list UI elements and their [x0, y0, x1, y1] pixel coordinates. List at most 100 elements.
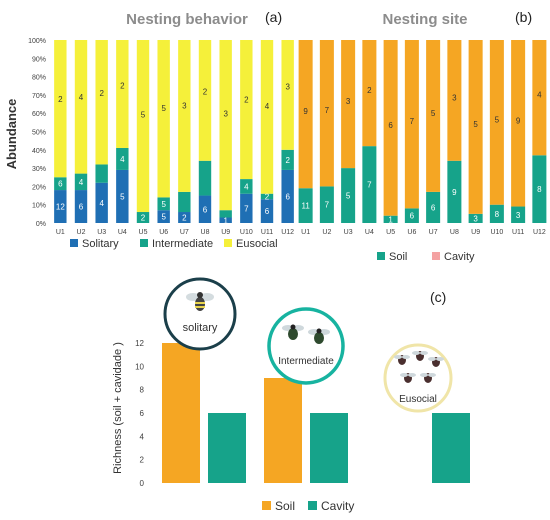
- panel-c-bar-cavity: [310, 413, 348, 483]
- bee-icon: [394, 355, 410, 365]
- panel-b-legend-swatch: [377, 252, 385, 260]
- intermediate-badge-ring: [267, 307, 345, 385]
- panel-a-bar-label: 2: [58, 95, 63, 104]
- panel-b-bar-soil: [362, 146, 377, 223]
- panel-a-bar-label: 5: [141, 110, 146, 119]
- panel-a-ytick: 30%: [32, 166, 46, 173]
- panel-a-bar-eusocial: [198, 40, 212, 161]
- panel-b-bar-cavity: [298, 40, 313, 189]
- panel-a-bar-label: 3: [182, 101, 187, 110]
- solitary-badge-label: solitary: [183, 322, 218, 334]
- panel-b-tag: (b): [515, 9, 532, 25]
- panel-b-bar-label: 8: [537, 185, 542, 194]
- panel-a-bar-intermediate: [219, 210, 232, 218]
- bee-icon: [282, 324, 304, 340]
- panel-a-bar-intermediate: [136, 212, 150, 223]
- panel-b-bar-label: 6: [410, 212, 415, 221]
- panel-a-xtick: U6: [159, 229, 168, 236]
- panel-c-legend-label: Soil: [275, 499, 295, 513]
- panel-a-bar-eusocial: [136, 40, 150, 213]
- panel-a-bar-solitary: [219, 217, 232, 223]
- panel-a-xtick: U8: [201, 229, 210, 236]
- panel-b-bar-soil: [404, 208, 419, 223]
- panel-c-bar-soil: [162, 343, 200, 483]
- panel-a-bar-eusocial: [178, 40, 191, 192]
- panel-a-bar-label: 2: [141, 214, 146, 223]
- panel-a-bar-label: 6: [285, 192, 290, 201]
- panel-b-bar-label: 9: [303, 107, 308, 116]
- panel-a-xtick: U3: [97, 229, 106, 236]
- panel-a-bar-label: 3: [223, 110, 228, 119]
- solitary-badge-ring: [163, 277, 237, 351]
- panel-a-bar-label: 4: [120, 155, 125, 164]
- bee-icon: [308, 328, 330, 344]
- panel-b-bar-cavity: [426, 40, 441, 192]
- panel-a-bar-label: 12: [56, 203, 65, 212]
- panel-a-legend-swatch: [140, 239, 148, 247]
- eusocial-bee-badge: Eusocial: [383, 343, 453, 413]
- panel-a-bar-label: 4: [79, 178, 84, 187]
- panel-a-bar-intermediate: [240, 179, 253, 194]
- panel-a-bar-label: 5: [120, 192, 125, 201]
- panel-c-bar-cavity: [432, 413, 470, 483]
- panel-a-tag: (a): [265, 9, 282, 25]
- panel-b-bar-cavity: [404, 40, 419, 209]
- panel-a-bar-eusocial: [281, 40, 294, 150]
- panel-a-legend-swatch: [70, 239, 78, 247]
- panel-a-legend-label: Eusocial: [236, 238, 278, 250]
- panel-b-bar-label: 6: [431, 203, 436, 212]
- panel-a-xtick: U5: [139, 229, 148, 236]
- panel-c-ytick: 6: [140, 409, 145, 418]
- panel-b-bar-label: 9: [516, 116, 521, 125]
- panel-c-legend-label: Cavity: [321, 499, 354, 513]
- panel-a-ytick: 60%: [32, 111, 46, 118]
- panel-b-xtick: U4: [365, 229, 374, 236]
- panel-a-bar-label: 2: [203, 87, 208, 96]
- panel-b-bar-soil: [341, 168, 356, 223]
- panel-b-bar-soil: [511, 206, 526, 223]
- panel-c-ytick: 2: [140, 456, 145, 465]
- panel-a-bar-solitary: [54, 190, 67, 223]
- panel-a-ytick: 90%: [32, 56, 46, 63]
- panel-a-bar-label: 5: [161, 200, 166, 209]
- panel-b-xtick: U1: [301, 229, 310, 236]
- panel-b-bar-label: 7: [325, 201, 330, 210]
- panel-b-bar-label: 8: [495, 210, 500, 219]
- panel-c-tag: (c): [430, 289, 446, 305]
- panel-a-bar-eusocial: [54, 40, 67, 178]
- panel-b-bar-soil: [468, 213, 483, 223]
- intermediate-badge-label: Intermediate: [278, 356, 334, 367]
- solitary-bee-badge: solitary: [163, 277, 237, 351]
- bee-icon: [412, 351, 428, 361]
- panel-a-bar-intermediate: [95, 164, 108, 183]
- panel-b-bar-soil: [298, 188, 313, 223]
- panel-a-bar-solitary: [157, 210, 170, 223]
- panel-a-bar-label: 6: [58, 180, 63, 189]
- panel-a-bar-solitary: [74, 190, 88, 223]
- panel-a-bar-intermediate: [54, 177, 67, 191]
- panel-a-bar-label: 6: [79, 203, 84, 212]
- panel-b-legend-swatch: [432, 252, 440, 260]
- panel-b-bar-label: 3: [346, 97, 351, 106]
- panel-b-bar-label: 3: [452, 93, 457, 102]
- panel-a-ytick: 70%: [32, 93, 46, 100]
- panel-a-bar-eusocial: [95, 40, 108, 165]
- panel-a-bar-eusocial: [240, 40, 253, 180]
- panel-b-xtick: U9: [471, 229, 480, 236]
- bee-icon: [428, 357, 444, 367]
- panel-a-bar-label: 1: [223, 216, 228, 225]
- panel-a-bar-label: 5: [161, 213, 166, 222]
- panel-a-bar-label: 2: [265, 192, 270, 201]
- panel-b-legend-label: Soil: [389, 251, 407, 263]
- panel-b-xtick: U11: [512, 229, 524, 236]
- panel-a-bar-intermediate: [281, 149, 294, 170]
- panel-a-xtick: U9: [221, 229, 230, 236]
- panel-a-chart: 0%10%20%30%40%50%60%70%80%90%100%1262U16…: [28, 38, 294, 250]
- panel-a-xtick: U7: [180, 229, 189, 236]
- panel-a-legend-label: Solitary: [82, 238, 119, 250]
- panel-b-bar-label: 4: [537, 91, 542, 100]
- panel-b-bar-cavity: [447, 40, 462, 161]
- panel-a-bar-label: 6: [265, 207, 270, 216]
- panel-c-legend-swatch: [262, 501, 271, 510]
- panel-c-chart: 0 2 4 6 8 10 12 Soil Cavity: [135, 339, 470, 513]
